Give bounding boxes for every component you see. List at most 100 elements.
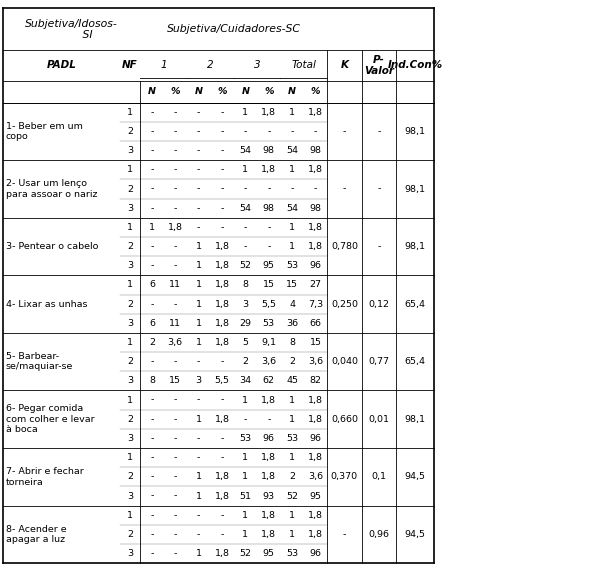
Text: -: - xyxy=(244,223,247,232)
Text: -: - xyxy=(173,434,177,443)
Text: -: - xyxy=(220,127,224,136)
Text: 2: 2 xyxy=(127,357,133,366)
Text: -: - xyxy=(173,108,177,117)
Text: 98,1: 98,1 xyxy=(405,185,426,194)
Text: 5: 5 xyxy=(242,338,248,347)
Text: -: - xyxy=(173,146,177,155)
Text: 1: 1 xyxy=(196,473,202,481)
Text: 34: 34 xyxy=(239,376,252,385)
Text: -: - xyxy=(343,530,346,539)
Text: P-
Valor: P- Valor xyxy=(364,55,394,76)
Text: -: - xyxy=(173,165,177,174)
Text: 65,4: 65,4 xyxy=(405,299,426,308)
Text: -: - xyxy=(150,396,154,405)
Text: 66: 66 xyxy=(309,319,322,328)
Text: 3: 3 xyxy=(254,61,260,71)
Text: 1: 1 xyxy=(242,165,248,174)
Text: 1: 1 xyxy=(127,165,133,174)
Text: 96: 96 xyxy=(309,434,322,443)
Text: 2: 2 xyxy=(127,242,133,251)
Text: 1,8: 1,8 xyxy=(308,530,323,539)
Text: 1: 1 xyxy=(242,530,248,539)
Text: 2: 2 xyxy=(127,473,133,481)
Text: 1: 1 xyxy=(127,338,133,347)
Text: -: - xyxy=(173,261,177,271)
Text: 1,8: 1,8 xyxy=(308,511,323,520)
Text: 0,370: 0,370 xyxy=(331,473,358,481)
Text: 52: 52 xyxy=(239,549,252,558)
Text: -: - xyxy=(173,242,177,251)
Text: 1: 1 xyxy=(196,319,202,328)
Text: 11: 11 xyxy=(169,281,181,289)
Text: 52: 52 xyxy=(286,491,298,500)
Text: N: N xyxy=(148,87,156,96)
Text: 8: 8 xyxy=(289,338,295,347)
Text: N: N xyxy=(241,87,250,96)
Text: 1: 1 xyxy=(196,299,202,308)
Text: 54: 54 xyxy=(286,204,298,213)
Text: -: - xyxy=(150,108,154,117)
Text: 51: 51 xyxy=(239,491,252,500)
Text: -: - xyxy=(197,396,200,405)
Text: 94,5: 94,5 xyxy=(405,530,426,539)
Text: -: - xyxy=(220,357,224,366)
Text: -: - xyxy=(220,204,224,213)
Text: 1: 1 xyxy=(161,61,167,71)
Text: 0,1: 0,1 xyxy=(371,473,386,481)
Text: 1,8: 1,8 xyxy=(261,473,276,481)
Text: -: - xyxy=(290,185,294,194)
Text: 3: 3 xyxy=(127,204,133,213)
Text: 1- Beber em um
copo: 1- Beber em um copo xyxy=(6,122,82,141)
Text: 1: 1 xyxy=(289,396,295,405)
Text: -: - xyxy=(150,185,154,194)
Text: 1: 1 xyxy=(149,223,155,232)
Text: -: - xyxy=(220,108,224,117)
Text: Total: Total xyxy=(292,61,316,71)
Text: -: - xyxy=(150,453,154,462)
Text: 1: 1 xyxy=(242,108,248,117)
Text: 2: 2 xyxy=(289,473,295,481)
Text: 65,4: 65,4 xyxy=(405,357,426,366)
Text: 3: 3 xyxy=(242,299,248,308)
Text: %: % xyxy=(264,87,274,96)
Text: 1,8: 1,8 xyxy=(215,299,229,308)
Text: 4: 4 xyxy=(289,299,295,308)
Text: 11: 11 xyxy=(169,319,181,328)
Text: -: - xyxy=(197,146,200,155)
Text: -: - xyxy=(220,223,224,232)
Text: 98: 98 xyxy=(309,204,322,213)
Text: 1: 1 xyxy=(289,415,295,424)
Text: Subjetiva/Idosos-
         SI: Subjetiva/Idosos- SI xyxy=(25,19,118,40)
Text: 6: 6 xyxy=(149,319,155,328)
Text: -: - xyxy=(244,415,247,424)
Text: 5,5: 5,5 xyxy=(215,376,229,385)
Text: 98,1: 98,1 xyxy=(405,415,426,424)
Text: 3,6: 3,6 xyxy=(308,473,323,481)
Text: 1,8: 1,8 xyxy=(261,165,276,174)
Text: 98: 98 xyxy=(263,204,275,213)
Text: -: - xyxy=(173,511,177,520)
Text: -: - xyxy=(150,165,154,174)
Text: 1: 1 xyxy=(196,549,202,558)
Text: 0,96: 0,96 xyxy=(368,530,389,539)
Text: 62: 62 xyxy=(263,376,275,385)
Text: 98: 98 xyxy=(309,146,322,155)
Text: %: % xyxy=(217,87,227,96)
Text: -: - xyxy=(197,453,200,462)
Text: -: - xyxy=(244,242,247,251)
Text: 0,01: 0,01 xyxy=(368,415,389,424)
Text: -: - xyxy=(173,491,177,500)
Text: 1,8: 1,8 xyxy=(261,453,276,462)
Text: 1,8: 1,8 xyxy=(308,165,323,174)
Text: 1: 1 xyxy=(289,453,295,462)
Text: 3: 3 xyxy=(127,261,133,271)
Text: -: - xyxy=(267,223,271,232)
Text: N: N xyxy=(194,87,203,96)
Text: 1: 1 xyxy=(289,511,295,520)
Text: 0,660: 0,660 xyxy=(331,415,358,424)
Text: -: - xyxy=(220,165,224,174)
Text: -: - xyxy=(150,549,154,558)
Text: 15: 15 xyxy=(286,281,298,289)
Text: 5- Barbear-
se/maquiar-se: 5- Barbear- se/maquiar-se xyxy=(6,352,73,371)
Text: -: - xyxy=(150,491,154,500)
